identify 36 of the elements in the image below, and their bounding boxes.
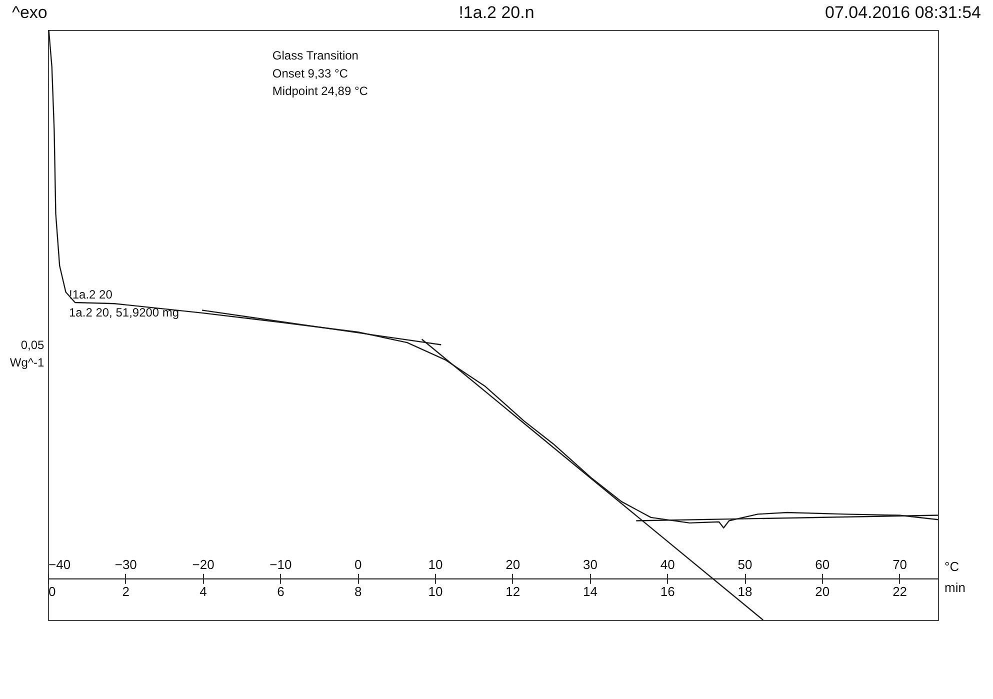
text: Wg^-1: [10, 355, 44, 370]
x-tick-label: −10: [270, 556, 292, 572]
x-tick-label: 20: [506, 556, 520, 572]
x-tick-label: −30: [114, 556, 137, 572]
annotation: Glass Transition: [272, 48, 358, 63]
x-tick-label: 50: [738, 556, 752, 572]
text: ^exo: [12, 3, 48, 23]
text: 07.04.2016 08:31:54: [824, 3, 981, 23]
x2-tick-label: 10: [428, 584, 443, 599]
annotation: 1a.2 20, 51,9200 mg: [69, 305, 180, 320]
chart-title: !1a.2 20.n: [458, 3, 536, 23]
x-tick-label: 70: [892, 556, 908, 572]
x2-tick-label: 20: [815, 584, 830, 599]
x2-tick-label: 22: [892, 584, 908, 599]
x2-tick-label: 8: [354, 584, 362, 599]
x2-tick-label: 0: [48, 584, 56, 599]
annotation: Midpoint 24,89 °C: [272, 84, 368, 98]
x2-tick-label: 18: [738, 584, 752, 599]
x2-tick-label: 6: [277, 584, 284, 599]
x-tick-label: −20: [192, 556, 214, 572]
annotation: !1a.2 20: [69, 288, 113, 302]
x2-tick-label: 4: [200, 584, 207, 599]
x-tick-label: 0: [354, 556, 362, 572]
annotation: Onset 9,33 °C: [272, 66, 348, 80]
x-tick-label: 10: [428, 556, 443, 572]
x2-tick-label: 12: [506, 584, 520, 599]
text: 0,05: [20, 338, 44, 352]
x-tick-label: 30: [583, 556, 598, 572]
x-axis-title: °C: [944, 558, 960, 574]
x2-tick-label: 16: [660, 584, 675, 599]
x-tick-label: −40: [48, 556, 71, 572]
x2-axis-title: min: [944, 580, 966, 595]
x2-tick-label: 14: [583, 584, 598, 599]
x-tick-label: 40: [660, 556, 675, 572]
x-tick-label: 60: [815, 556, 830, 572]
x2-tick-label: 2: [122, 584, 130, 599]
